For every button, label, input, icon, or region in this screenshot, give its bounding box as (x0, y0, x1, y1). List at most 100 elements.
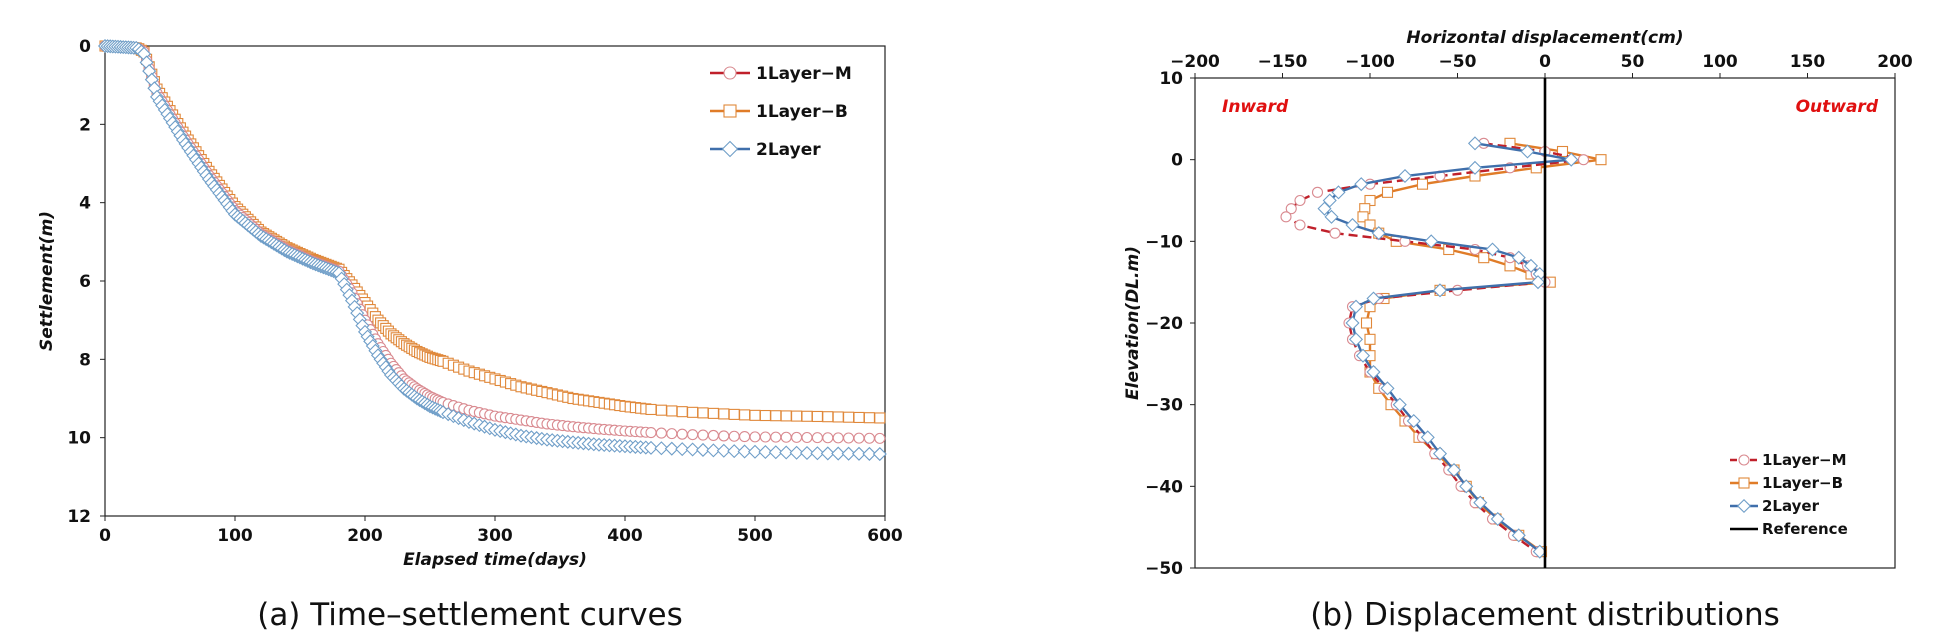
x-tick-label-a: 0 (99, 526, 111, 546)
data-point-b-layer2 (1511, 528, 1526, 543)
y-tick-label-a: 4 (79, 194, 91, 214)
data-point-a-b (853, 411, 865, 424)
data-point-a-b (728, 408, 740, 420)
x-tick-label-b: −150 (1258, 52, 1308, 72)
data-point-a-b (676, 406, 688, 418)
data-point-b-layer2 (1490, 511, 1505, 527)
data-point-a-m (749, 431, 761, 443)
series-a-b (99, 40, 886, 424)
data-point-a-m (739, 431, 751, 443)
data-point-a-layer2 (654, 441, 669, 456)
data-point-a-layer2 (747, 444, 763, 459)
data-point-a-layer2 (820, 446, 835, 461)
data-point-b-layer2 (1432, 446, 1448, 461)
data-point-a-b (863, 412, 875, 424)
data-point-a-m (874, 432, 886, 444)
data-point-a-m (707, 429, 719, 442)
data-point-a-b (666, 405, 678, 417)
data-point-a-b (811, 410, 823, 423)
data-point-b-layer2 (1371, 226, 1386, 241)
data-point-b-layer2 (1485, 242, 1500, 257)
data-point-a-m (780, 431, 792, 443)
data-point-a-layer2 (664, 441, 679, 456)
series-line-b-b (1361, 142, 1602, 553)
legend-swatch-marker (1738, 477, 1750, 489)
data-point-a-b (749, 409, 761, 421)
series-b-layer2 (1317, 136, 1579, 559)
data-point-a-layer2 (862, 446, 877, 461)
x-axis-title-b: Horizontal displacement(cm) (1406, 28, 1683, 48)
x-tick-label-b: 150 (1790, 52, 1826, 72)
data-point-a-b (801, 410, 813, 422)
data-point-a-layer2 (727, 444, 742, 459)
x-tick-label-a: 200 (347, 526, 383, 546)
y-tick-label-a: 6 (79, 272, 91, 292)
data-point-b-layer2 (1467, 136, 1483, 151)
data-point-b-m (1329, 227, 1341, 239)
annotation-outward: Outward (1796, 97, 1879, 117)
data-point-b-b (1556, 145, 1569, 158)
data-point-b-layer2 (1355, 348, 1371, 363)
legend-item-a-layer2: 2Layer (710, 140, 821, 160)
data-point-b-m (1577, 154, 1590, 166)
legend-item-b-layer2: 2Layer (1730, 497, 1820, 515)
y-tick-label-b: −50 (1145, 559, 1183, 579)
x-tick-label-a: 400 (607, 526, 643, 546)
x-tick-label-b: −200 (1170, 52, 1220, 72)
legend-label-b-reference: Reference (1762, 520, 1848, 538)
data-point-b-layer2 (1406, 413, 1421, 429)
data-point-a-layer2 (768, 445, 783, 460)
data-point-a-layer2 (831, 446, 846, 461)
data-point-b-m (1280, 211, 1292, 223)
data-point-a-layer2 (758, 444, 773, 460)
data-point-a-layer2 (716, 443, 731, 458)
legend-label-b-m: 1Layer−M (1762, 451, 1847, 469)
data-point-b-m (1285, 203, 1297, 215)
data-point-a-layer2 (841, 446, 856, 461)
data-point-a-m (863, 432, 875, 444)
data-point-a-b (791, 410, 803, 422)
data-point-a-m (676, 428, 688, 440)
data-point-a-m (811, 432, 823, 444)
data-point-b-layer2 (1511, 250, 1526, 265)
series-b-b (1357, 137, 1607, 558)
y-tick-label-b: 10 (1159, 69, 1183, 89)
y-tick-label-b: 0 (1171, 151, 1183, 171)
legend-item-a-b: 1Layer−B (710, 102, 848, 122)
ticks-a: 0 100 200 300 400 500 600 0 2 4 6 8 10 12 (67, 37, 903, 546)
data-point-b-layer2 (1564, 152, 1579, 167)
data-point-b-b (1595, 154, 1607, 166)
legend-label-b-b: 1Layer−B (1762, 474, 1843, 492)
data-point-a-layer2 (685, 442, 700, 457)
legend-item-b-reference: Reference (1730, 520, 1848, 538)
data-point-b-layer2 (1467, 160, 1483, 175)
data-point-a-b (739, 409, 751, 421)
legend-label-b-layer2: 2Layer (1762, 497, 1820, 515)
data-point-a-b (645, 403, 657, 416)
data-point-b-layer2 (1420, 430, 1435, 445)
data-point-b-layer2 (1354, 177, 1369, 192)
data-point-b-b (1360, 317, 1373, 329)
data-point-a-layer2 (872, 447, 887, 462)
data-point-a-b (874, 412, 886, 424)
data-point-b-layer2 (1380, 381, 1395, 396)
data-point-a-layer2 (799, 445, 815, 461)
data-point-a-layer2 (675, 442, 690, 457)
legend-label-a-b: 1Layer−B (756, 102, 848, 122)
data-point-a-m (791, 431, 803, 443)
series-a-layer2 (97, 38, 887, 462)
legend-a: 1Layer−M 1Layer−B 2Layer (710, 64, 852, 160)
data-point-a-layer2 (779, 445, 794, 460)
series-b (1280, 78, 1607, 568)
data-point-b-layer2 (1366, 291, 1381, 306)
data-point-a-m (666, 428, 678, 440)
x-tick-label-a: 500 (737, 526, 773, 546)
series-a (97, 38, 887, 462)
data-point-a-b (707, 407, 719, 419)
y-tick-label-a: 10 (67, 429, 91, 449)
data-point-b-layer2 (1317, 201, 1332, 216)
data-point-a-b (822, 411, 834, 423)
y-tick-label-b: −10 (1145, 232, 1183, 252)
data-point-a-b (759, 409, 771, 422)
legend-swatch-marker (1738, 454, 1750, 466)
